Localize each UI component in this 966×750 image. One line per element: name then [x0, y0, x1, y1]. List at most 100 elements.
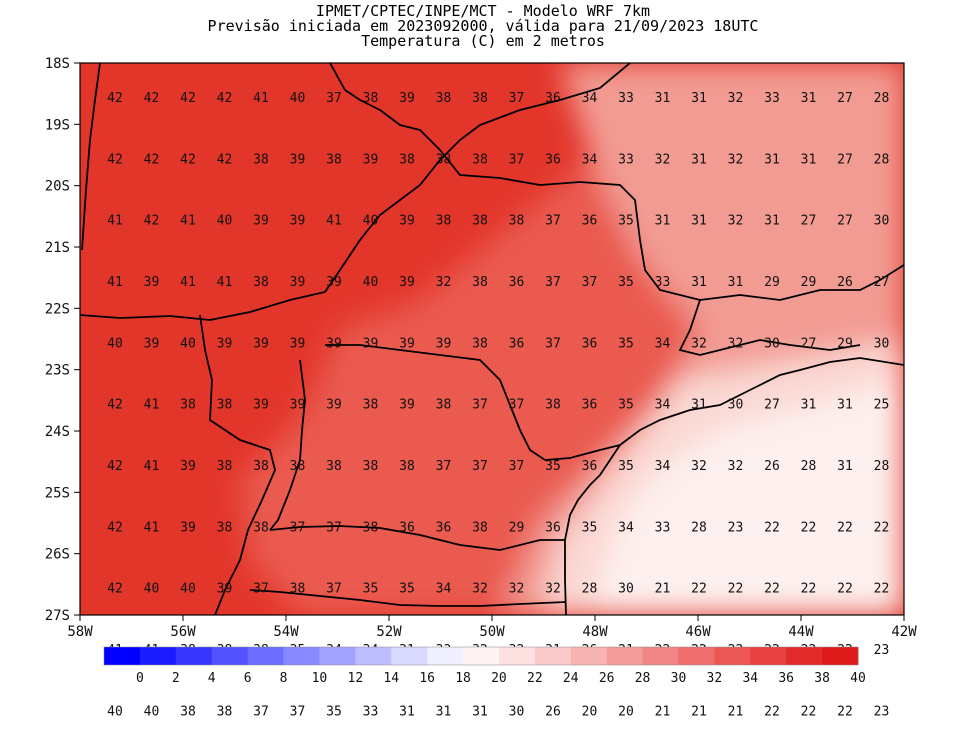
grid-value: 31: [472, 704, 488, 719]
lon-tick-label: 46W: [685, 624, 711, 640]
grid-value: 38: [399, 152, 415, 167]
grid-value: 28: [582, 582, 598, 597]
grid-value: 28: [874, 152, 890, 167]
grid-value: 38: [472, 520, 488, 535]
grid-value-labels: 42 42 42 42 41 40 37 38 39 38 38 37 36 34 33 31 31 32 33 31…: [107, 91, 890, 719]
lat-tick-label: 21S: [45, 240, 70, 256]
grid-value: 27: [764, 398, 780, 413]
grid-value: 39: [217, 336, 233, 351]
grid-value: 29: [801, 275, 817, 290]
boundary-line: [81, 63, 101, 251]
colorbar: 0 2 4 6 8 10 12 14 16 18 20 22 24 26 28 30 32 34 36 38 40: [103, 646, 866, 686]
grid-value: 37: [326, 91, 342, 106]
grid-value: 38: [253, 152, 269, 167]
colorbar-swatch: [463, 647, 500, 665]
colorbar-swatch: [678, 647, 715, 665]
colorbar-label: 14: [383, 671, 399, 686]
grid-value: 32: [545, 582, 561, 597]
grid-value: 38: [399, 459, 415, 474]
grid-value: 32: [509, 582, 525, 597]
grid-value: 35: [399, 582, 415, 597]
grid-value: 37: [290, 704, 306, 719]
colorbar-swatch: [786, 647, 823, 665]
grid-value: 28: [874, 459, 890, 474]
grid-value: 28: [691, 520, 707, 535]
boundary-line: [439, 149, 904, 301]
grid-value: 36: [509, 336, 525, 351]
grid-value: 37: [472, 459, 488, 474]
grid-value: 38: [326, 152, 342, 167]
grid-value: 41: [144, 520, 160, 535]
grid-value: 36: [436, 520, 452, 535]
colorbar-label: 16: [419, 671, 435, 686]
grid-value: 42: [144, 214, 160, 229]
grid-value: 37: [545, 275, 561, 290]
boundary-line: [678, 299, 861, 356]
grid-value: 33: [655, 520, 671, 535]
grid-value: 32: [691, 336, 707, 351]
boundary-line: [80, 63, 631, 321]
grid-value: 22: [837, 582, 853, 597]
grid-value: 39: [253, 214, 269, 229]
grid-value: 40: [107, 704, 123, 719]
grid-value: 30: [874, 214, 890, 229]
grid-value: 31: [728, 275, 744, 290]
grid-value: 35: [545, 459, 561, 474]
grid-value: 26: [545, 704, 561, 719]
grid-value: 32: [728, 91, 744, 106]
grid-value: 39: [290, 336, 306, 351]
boundary-line: [249, 589, 567, 607]
grid-value: 37: [472, 398, 488, 413]
grid-value: 21: [728, 704, 744, 719]
grid-value: 37: [545, 214, 561, 229]
grid-value: 38: [436, 214, 452, 229]
grid-value: 33: [618, 152, 634, 167]
grid-value: 31: [764, 152, 780, 167]
grid-value: 22: [874, 582, 890, 597]
grid-value: 36: [399, 520, 415, 535]
grid-value: 37: [326, 582, 342, 597]
grid-value: 37: [509, 398, 525, 413]
grid-value: 39: [399, 336, 415, 351]
grid-value: 20: [618, 704, 634, 719]
grid-value: 29: [509, 520, 525, 535]
title-block: IPMET/CPTEC/INPE/MCT - Modelo WRF 7km Pr…: [0, 4, 966, 49]
grid-value: 29: [764, 275, 780, 290]
colorbar-label: 18: [455, 671, 471, 686]
lat-tick-label: 24S: [45, 424, 70, 440]
lat-tick-label: 20S: [45, 179, 70, 195]
grid-value: 37: [436, 459, 452, 474]
colorbar-swatch: [283, 647, 320, 665]
grid-value: 35: [326, 704, 342, 719]
grid-value: 39: [253, 398, 269, 413]
colorbar-label: 34: [742, 671, 758, 686]
grid-value: 42: [180, 152, 196, 167]
grid-value: 40: [180, 582, 196, 597]
grid-value: 39: [290, 214, 306, 229]
lat-tick-label: 27S: [45, 608, 70, 624]
grid-value: 20: [582, 704, 598, 719]
grid-value: 38: [436, 152, 452, 167]
grid-value: 38: [180, 398, 196, 413]
grid-value: 31: [399, 704, 415, 719]
grid-value: 26: [837, 275, 853, 290]
title-line-1: IPMET/CPTEC/INPE/MCT - Modelo WRF 7km: [315, 2, 651, 20]
grid-value: 23: [874, 704, 890, 719]
grid-value: 34: [436, 582, 452, 597]
boundary-line: [564, 444, 621, 615]
grid-value: 42: [107, 91, 123, 106]
grid-value: 30: [728, 398, 744, 413]
grid-value: 27: [874, 275, 890, 290]
colorbar-swatch: [104, 647, 141, 665]
grid-value: 42: [107, 398, 123, 413]
colorbar-swatch: [714, 647, 751, 665]
grid-value: 38: [509, 214, 525, 229]
grid-value: 35: [618, 214, 634, 229]
grid-value: 22: [801, 582, 817, 597]
grid-value: 38: [363, 91, 379, 106]
grid-value: 39: [436, 336, 452, 351]
grid-value: 34: [655, 459, 671, 474]
colorbar-swatch: [355, 647, 392, 665]
colorbar-swatch: [139, 647, 177, 665]
grid-value: 41: [326, 214, 342, 229]
